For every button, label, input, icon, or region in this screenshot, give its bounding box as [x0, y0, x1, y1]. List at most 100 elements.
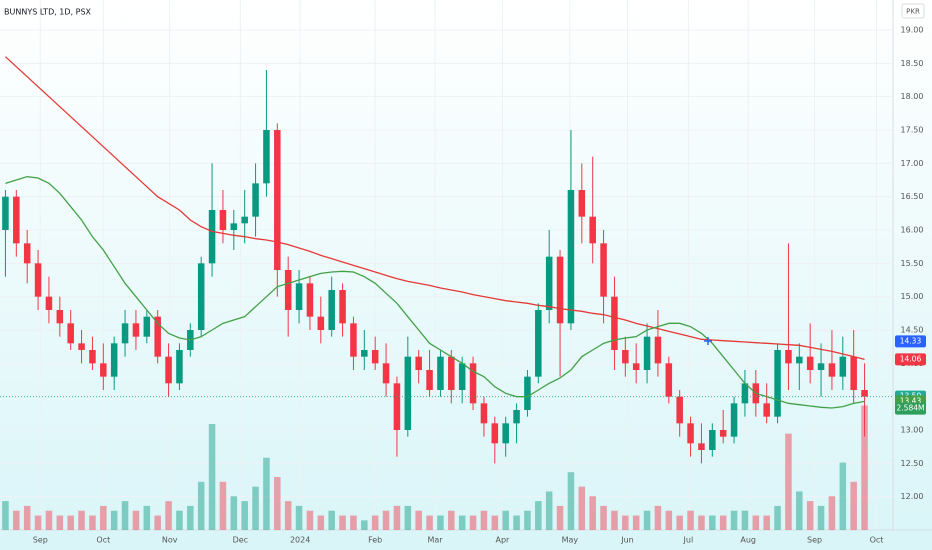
candle-body [34, 263, 42, 297]
candle-body [535, 310, 542, 377]
y-tick-label: 18.50 [901, 59, 924, 68]
volume-bar [665, 510, 673, 530]
candle-body [154, 316, 161, 357]
candle-body [643, 336, 651, 370]
candle-body [415, 356, 422, 370]
volume-bar [763, 515, 770, 530]
volume-bar [132, 510, 140, 530]
candle-body [687, 423, 694, 444]
volume-bar [143, 505, 151, 530]
candle-body [263, 130, 270, 184]
y-tick-label: 15.00 [901, 292, 924, 301]
candle-body [676, 396, 683, 424]
candle-body [817, 363, 825, 370]
volume-bar [263, 457, 270, 530]
volume-bar [676, 515, 683, 530]
x-tick-label: Sep [807, 536, 822, 545]
candle-body [252, 183, 259, 217]
volume-bar [502, 510, 509, 530]
volume-bar [632, 515, 640, 530]
volume-bar [197, 481, 205, 530]
volume-bar [839, 462, 847, 530]
price-tag [895, 402, 926, 415]
candle-body [491, 423, 499, 444]
candle-body [393, 383, 401, 430]
volume-bar [404, 505, 412, 530]
candle-body [719, 430, 727, 437]
volume-bar [545, 491, 553, 530]
candle-body [774, 350, 781, 417]
candle-body [611, 296, 618, 350]
candle-body [622, 350, 629, 364]
moving-average [5, 176, 865, 409]
volume-bar [752, 515, 760, 530]
volume-bar [600, 505, 607, 530]
volume-bar [350, 515, 357, 530]
candle-body [132, 323, 140, 337]
candle-body [67, 323, 74, 344]
candle-body [230, 223, 238, 230]
candle-body [13, 196, 20, 244]
currency-box[interactable] [901, 3, 925, 19]
y-tick-label: 17.00 [901, 159, 924, 168]
candle-body [241, 216, 248, 224]
candle-body [545, 256, 553, 310]
candle-body [741, 383, 749, 404]
candle-body [600, 243, 607, 297]
y-tick-label: 12.50 [901, 459, 924, 468]
candle-body [513, 410, 520, 424]
y-tick-label: 16.00 [901, 226, 924, 235]
x-tick-label: Feb [368, 536, 382, 545]
volume-bar [589, 496, 596, 530]
volume-bar [284, 501, 292, 530]
price-tag [895, 335, 926, 348]
volume-bar [709, 515, 716, 530]
candle-body [284, 270, 292, 310]
candle-body [404, 356, 412, 430]
candle-body [143, 316, 151, 337]
x-tick-label: Oct [870, 536, 884, 545]
volume-bar [491, 515, 499, 530]
volume-bar [730, 510, 738, 530]
volume-bar [187, 505, 194, 530]
candle-body [361, 350, 368, 357]
volume-bar [480, 510, 488, 530]
y-tick-label: 18.00 [901, 92, 924, 101]
volume-bar [78, 510, 85, 530]
candle-body [426, 370, 433, 390]
volume-bar [654, 505, 662, 530]
price-tag [895, 353, 926, 366]
volume-bar [469, 515, 477, 530]
volume-bar [317, 515, 325, 530]
drawing-cross[interactable] [704, 337, 712, 345]
candle-body [382, 363, 390, 384]
candle-body [448, 356, 455, 390]
candle-body [110, 343, 118, 377]
volume-bar [513, 515, 520, 530]
volume-bar [100, 505, 107, 530]
volume-bar [382, 510, 390, 530]
candle-body [78, 343, 85, 350]
candle-body [45, 296, 53, 310]
volume-bar [415, 510, 422, 530]
candle-body [317, 316, 325, 330]
x-tick-label: Mar [427, 536, 443, 545]
candle-body [295, 283, 303, 310]
x-tick-label: Dec [233, 536, 248, 545]
volume-bar [67, 515, 74, 530]
volume-bar [611, 510, 618, 530]
volume-bar [252, 486, 259, 530]
candle-body [197, 263, 205, 330]
candle-body [589, 216, 596, 244]
y-tick-label: 15.50 [901, 259, 924, 268]
volume-bar [208, 424, 216, 530]
candle-body [328, 290, 335, 330]
candle-body [437, 356, 444, 390]
volume-pane [2, 405, 868, 530]
candle-body [100, 363, 107, 377]
x-tick-label: Jul [683, 536, 694, 545]
candle-body [730, 403, 738, 437]
